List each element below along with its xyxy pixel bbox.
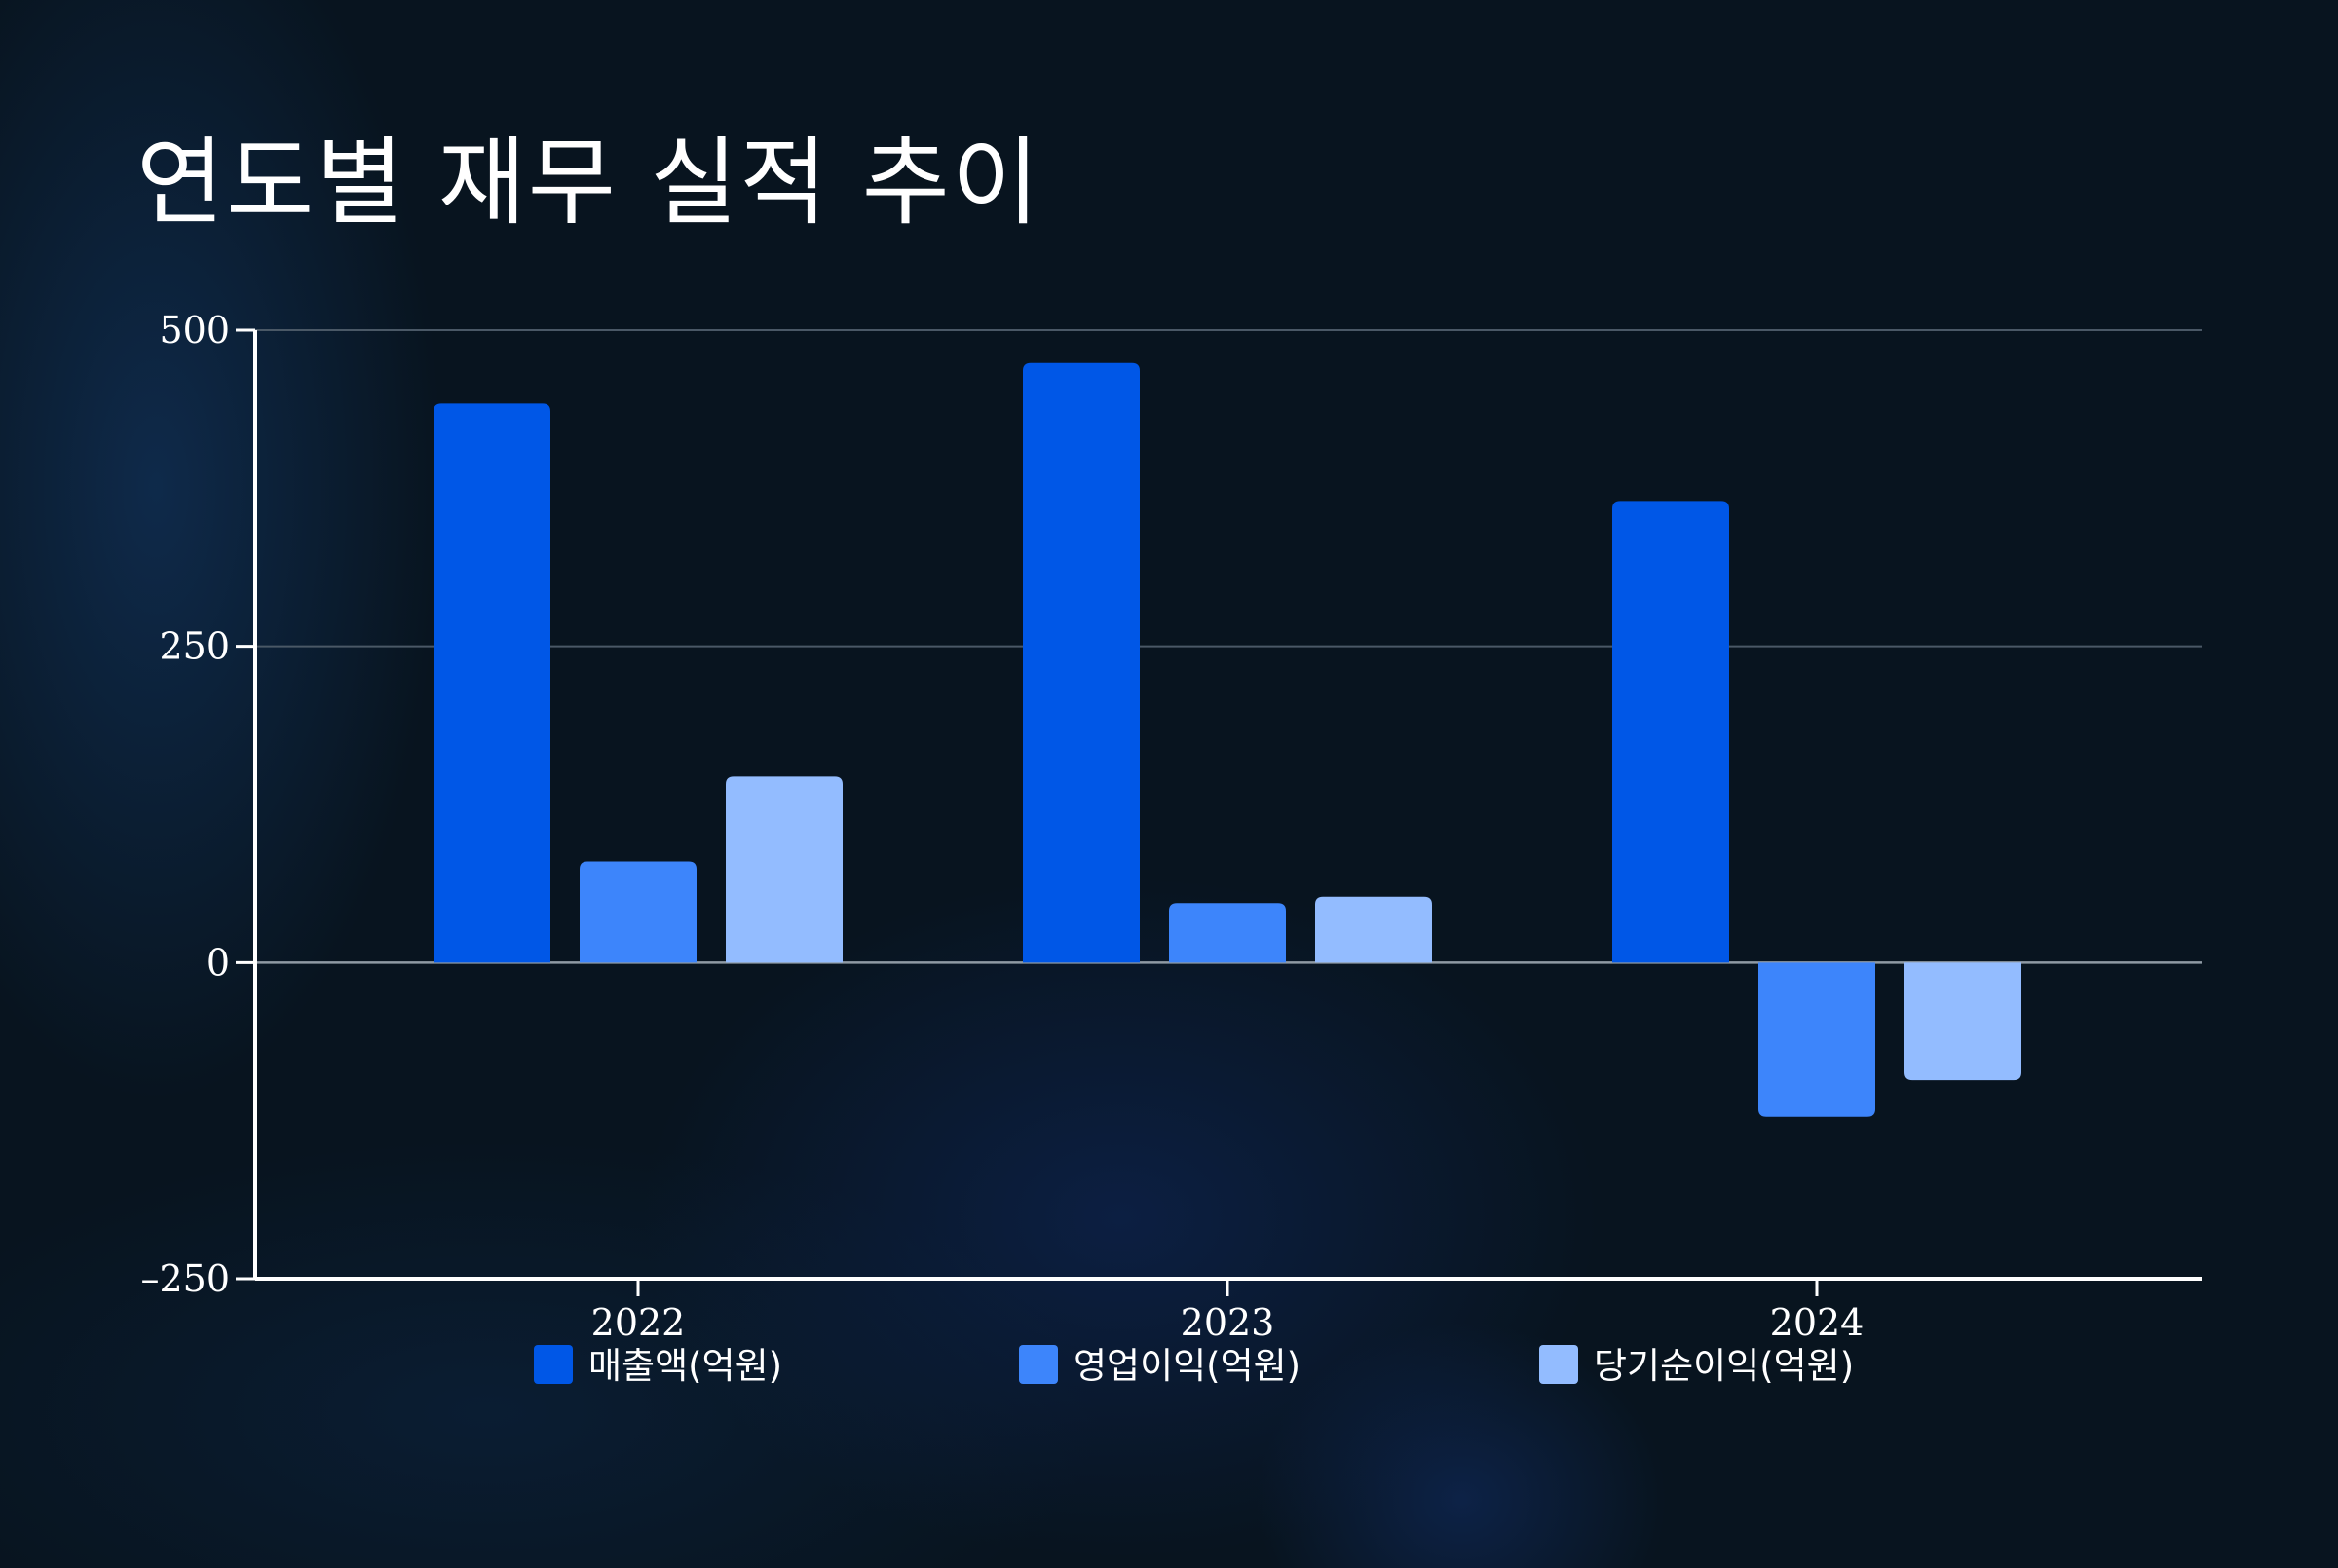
legend-swatch-0 [534,1345,573,1384]
y-tick-label: 0 [207,941,230,984]
x-tick-label: 2023 [1181,1301,1275,1344]
bar-2024-series-0 [1612,501,1729,963]
chart-title: 연도별 재무 실적 추이 [136,128,1041,239]
x-tick-label: 2022 [591,1301,686,1344]
legend-label-1: 영업이익(억원) [1074,1345,1301,1387]
y-tick-label: 500 [159,309,230,352]
bar-2023-series-1 [1169,903,1286,963]
bar-2024-series-1 [1758,962,1875,1117]
axes: –250 0 250 500 2022 2023 2024 [140,309,2202,1344]
bar-2023-series-2 [1315,896,1432,963]
bar-2022-series-0 [434,403,550,963]
bar-2024-series-2 [1904,962,2021,1081]
y-tick-label: 250 [159,625,230,668]
bar-2022-series-2 [726,776,843,963]
legend-swatch-2 [1539,1345,1578,1384]
legend-label-2: 당기순이익(억원) [1594,1345,1854,1387]
y-tick-label: –250 [140,1257,230,1300]
bar-2023-series-0 [1023,362,1140,963]
legend-label-0: 매출액(억원) [588,1345,782,1387]
bar-2022-series-1 [580,861,697,963]
legend-swatch-1 [1019,1345,1058,1384]
bars [434,362,2021,1117]
x-tick-label: 2024 [1770,1301,1865,1344]
legend: 매출액(억원) 영업이익(억원) 당기순이익(억원) [534,1345,1854,1387]
